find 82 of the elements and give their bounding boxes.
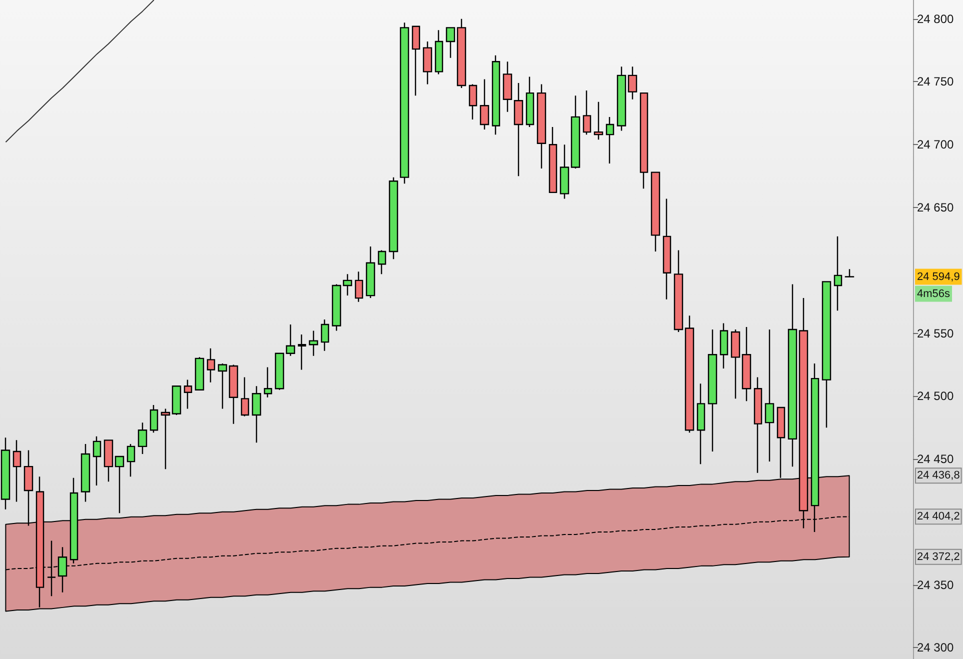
candlestick — [150, 404, 158, 434]
text: 24 594,9 — [917, 270, 960, 283]
candlestick — [240, 376, 250, 417]
candlestick — [332, 284, 342, 332]
y-tick-label: 24 550 — [917, 326, 954, 340]
candlestick — [492, 54, 500, 136]
candlestick — [720, 322, 728, 370]
candlestick — [422, 40, 432, 85]
candlestick — [206, 348, 216, 383]
y-tick-label: 24 350 — [917, 578, 954, 592]
candlestick — [502, 61, 512, 113]
y-tick-label: 24 700 — [917, 138, 954, 152]
candlestick — [218, 362, 228, 410]
candlestick — [696, 382, 706, 465]
candlestick — [468, 84, 478, 120]
candlestick — [126, 443, 136, 478]
candlestick — [560, 144, 570, 200]
candlestick — [526, 76, 534, 128]
candlestick — [184, 379, 192, 410]
candlestick — [594, 101, 604, 140]
candlestick — [548, 126, 558, 194]
candlestick — [378, 250, 386, 275]
candlestick — [730, 328, 740, 400]
candlestick — [194, 356, 204, 390]
candlestick — [80, 443, 90, 502]
candlestick — [114, 456, 124, 514]
candlestick — [138, 422, 148, 455]
candlestick — [446, 27, 456, 58]
candlestick — [514, 82, 524, 177]
candlestick — [320, 318, 330, 352]
candlestick — [480, 78, 490, 130]
candlestick — [286, 324, 296, 357]
candlestick — [388, 176, 398, 260]
candlestick — [822, 281, 832, 428]
candlestick — [366, 246, 376, 299]
candlestick — [104, 440, 114, 482]
candlestick — [674, 250, 684, 333]
candlestick — [252, 385, 262, 444]
candlestick — [0, 437, 10, 510]
line-series — [5, 0, 154, 143]
candlestick — [570, 94, 580, 170]
candlestick — [92, 436, 102, 486]
candlestick — [536, 84, 546, 170]
candlestick — [844, 268, 854, 278]
candlestick — [764, 328, 774, 462]
text: 4m56s — [917, 288, 951, 300]
y-tick-label: 24 300 — [917, 640, 954, 655]
y-tick-label: 24 750 — [917, 74, 954, 89]
candlestick — [754, 376, 762, 474]
candlestick — [684, 315, 694, 434]
candlestick — [434, 30, 444, 75]
candlestick — [640, 92, 648, 190]
candlestick — [228, 364, 238, 424]
candlestick — [650, 172, 660, 252]
candlestick — [160, 408, 170, 470]
candlestick — [742, 326, 752, 402]
candlestick — [708, 328, 718, 452]
candlestick — [274, 352, 284, 390]
candlestick — [834, 236, 842, 312]
candlestick — [662, 198, 672, 300]
candlestick — [342, 274, 352, 296]
candlestick — [456, 18, 466, 89]
text: 24 404,2 — [917, 510, 960, 523]
candlestick — [298, 334, 306, 370]
candlestick — [606, 116, 614, 164]
y-tick-label: 24 500 — [917, 389, 954, 404]
y-tick-label: 24 450 — [917, 452, 954, 466]
text: 24 372,2 — [917, 550, 960, 563]
candlestick — [264, 366, 272, 398]
candlestick — [12, 440, 22, 502]
candlestick — [400, 22, 410, 184]
y-tick-label: 24 650 — [917, 200, 954, 215]
candlestick — [788, 284, 798, 468]
candlestick — [354, 271, 364, 302]
candlestick — [616, 66, 626, 132]
y-tick-label: 24 800 — [917, 12, 954, 26]
candlestick — [412, 26, 420, 96]
candlestick — [628, 66, 638, 100]
text: 24 436,8 — [917, 470, 960, 482]
candlestick — [582, 90, 592, 136]
candlestick — [308, 330, 318, 357]
candlestick — [172, 385, 182, 416]
